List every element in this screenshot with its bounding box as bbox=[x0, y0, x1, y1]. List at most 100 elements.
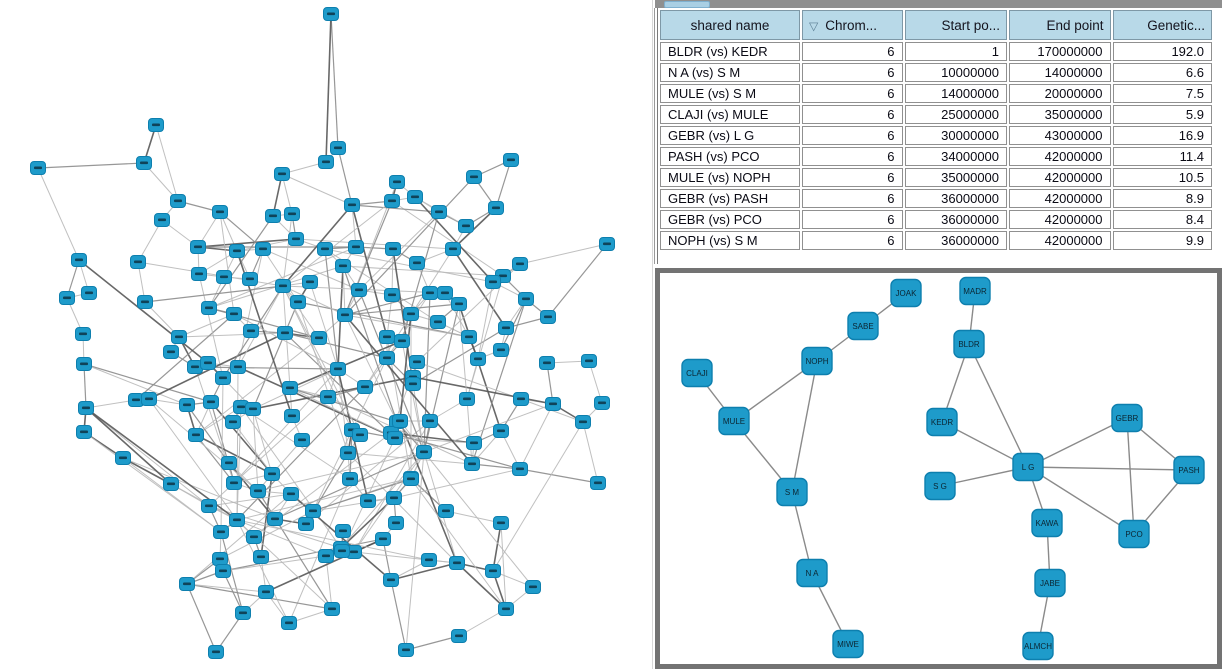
table-row[interactable]: PASH (vs) PCO 6 34000000 42000000 11.4 bbox=[660, 147, 1212, 166]
network-edge[interactable] bbox=[340, 451, 425, 549]
network-edge[interactable] bbox=[351, 204, 388, 338]
network-edge[interactable] bbox=[236, 519, 327, 557]
network-edge[interactable] bbox=[282, 200, 393, 287]
network-edge[interactable] bbox=[236, 366, 239, 521]
table-row[interactable]: GEBR (vs) PCO 6 36000000 42000000 8.4 bbox=[660, 210, 1212, 229]
network-edge[interactable] bbox=[390, 432, 475, 444]
filtered-network-canvas[interactable]: JOAK SABE NOPH CLAJI MULE S M N A MIWE MADR BLDR K… bbox=[660, 273, 1217, 664]
network-edge[interactable] bbox=[195, 434, 235, 484]
network-edge[interactable] bbox=[1027, 466, 1135, 535]
network-edge[interactable] bbox=[195, 434, 273, 475]
node-shape[interactable] bbox=[847, 311, 879, 341]
table-row[interactable]: MULE (vs) NOPH 6 35000000 42000000 10.5 bbox=[660, 168, 1212, 187]
network-edge[interactable] bbox=[222, 555, 327, 572]
network-edge[interactable] bbox=[262, 248, 299, 303]
network-edge[interactable] bbox=[344, 314, 398, 423]
network-edge[interactable] bbox=[492, 522, 502, 572]
network-edge[interactable] bbox=[342, 265, 346, 316]
network-edge[interactable] bbox=[78, 259, 209, 364]
network-edge[interactable] bbox=[358, 289, 425, 453]
table-row[interactable]: BLDR (vs) KEDR 6 1 170000000 192.0 bbox=[660, 42, 1212, 61]
network-node-claji[interactable]: CLAJI bbox=[681, 358, 713, 388]
network-edge[interactable] bbox=[405, 451, 425, 651]
network-edge[interactable] bbox=[148, 398, 238, 521]
main-network-panel[interactable] bbox=[0, 0, 653, 669]
node-shape[interactable] bbox=[1118, 519, 1150, 549]
network-edge[interactable] bbox=[968, 343, 1029, 468]
network-edge[interactable] bbox=[83, 363, 188, 406]
network-edge[interactable] bbox=[386, 292, 431, 359]
network-edge[interactable] bbox=[477, 281, 494, 360]
network-edge[interactable] bbox=[351, 204, 440, 213]
network-edge[interactable] bbox=[458, 303, 468, 400]
dense-network-canvas[interactable] bbox=[0, 0, 652, 669]
network-edge[interactable] bbox=[155, 124, 179, 202]
table-row[interactable]: CLAJI (vs) MULE 6 25000000 35000000 5.9 bbox=[660, 105, 1212, 124]
node-shape[interactable] bbox=[924, 471, 956, 501]
network-edge[interactable] bbox=[257, 490, 333, 610]
network-edge[interactable] bbox=[236, 519, 290, 624]
network-edge[interactable] bbox=[236, 519, 430, 561]
network-edge[interactable] bbox=[344, 292, 431, 316]
network-edge[interactable] bbox=[122, 457, 222, 533]
network-node-kedr[interactable]: KEDR bbox=[926, 407, 958, 437]
network-edge[interactable] bbox=[416, 361, 522, 400]
network-edge[interactable] bbox=[178, 313, 235, 338]
network-edge[interactable] bbox=[208, 505, 342, 549]
network-edge[interactable] bbox=[399, 420, 458, 564]
network-edge[interactable] bbox=[500, 522, 507, 610]
node-shape[interactable] bbox=[926, 407, 958, 437]
network-edge[interactable] bbox=[423, 451, 534, 588]
network-edge[interactable] bbox=[466, 275, 504, 400]
network-edge[interactable] bbox=[194, 366, 339, 370]
network-edge[interactable] bbox=[186, 583, 217, 653]
network-edge[interactable] bbox=[495, 159, 512, 209]
network-edge[interactable] bbox=[197, 238, 297, 248]
filter-icon[interactable]: ▽ bbox=[809, 18, 819, 33]
node-shape[interactable] bbox=[1034, 568, 1066, 598]
scrollbar-thumb[interactable] bbox=[664, 1, 710, 8]
network-edge[interactable] bbox=[252, 408, 273, 475]
node-shape[interactable] bbox=[681, 358, 713, 388]
network-edge[interactable] bbox=[220, 377, 224, 533]
network-edge[interactable] bbox=[390, 579, 407, 651]
network-edge[interactable] bbox=[37, 162, 145, 169]
node-shape[interactable] bbox=[718, 406, 750, 436]
network-node-s-g[interactable]: S G bbox=[924, 471, 956, 501]
network-node-pash[interactable]: PASH bbox=[1173, 455, 1205, 485]
network-edge[interactable] bbox=[340, 497, 395, 549]
network-node-gebr[interactable]: GEBR bbox=[1111, 403, 1143, 433]
network-edge[interactable] bbox=[282, 285, 346, 316]
network-edge[interactable] bbox=[337, 147, 353, 206]
network-node-sabe[interactable]: SABE bbox=[847, 311, 879, 341]
network-edge[interactable] bbox=[547, 243, 608, 318]
network-node-joak[interactable]: JOAK bbox=[890, 278, 922, 308]
network-edge[interactable] bbox=[391, 200, 504, 277]
node-shape[interactable] bbox=[1031, 508, 1063, 538]
filtered-network-svg[interactable]: JOAK SABE NOPH CLAJI MULE S M N A MIWE MADR BLDR K… bbox=[660, 273, 1217, 664]
network-edge[interactable] bbox=[412, 376, 554, 405]
table-row[interactable]: N A (vs) S M 6 10000000 14000000 6.6 bbox=[660, 63, 1212, 82]
network-edge[interactable] bbox=[237, 285, 284, 368]
node-shape[interactable] bbox=[959, 276, 991, 306]
node-shape[interactable] bbox=[796, 558, 828, 588]
network-edge[interactable] bbox=[195, 337, 320, 436]
network-node-kawa[interactable]: KAWA bbox=[1031, 508, 1063, 538]
network-edge[interactable] bbox=[393, 468, 521, 499]
network-edge[interactable] bbox=[391, 248, 394, 296]
network-edge[interactable] bbox=[519, 403, 554, 470]
network-edge[interactable] bbox=[394, 437, 475, 444]
network-edge[interactable] bbox=[83, 363, 212, 403]
column-header-genetic[interactable]: Genetic... bbox=[1112, 10, 1212, 40]
column-header-end-point[interactable]: End point bbox=[1009, 10, 1111, 40]
network-edge[interactable] bbox=[237, 248, 264, 368]
table-row[interactable]: MULE (vs) S M 6 14000000 20000000 7.5 bbox=[660, 84, 1212, 103]
network-node-s-m[interactable]: S M bbox=[776, 477, 808, 507]
network-node-almch[interactable]: ALMCH bbox=[1022, 631, 1054, 661]
network-node-n-a[interactable]: N A bbox=[796, 558, 828, 588]
network-edge[interactable] bbox=[233, 368, 339, 484]
node-shape[interactable] bbox=[953, 329, 985, 359]
table-row[interactable]: GEBR (vs) PASH 6 36000000 42000000 8.9 bbox=[660, 189, 1212, 208]
network-edge[interactable] bbox=[240, 406, 342, 549]
network-edge[interactable] bbox=[458, 303, 502, 432]
